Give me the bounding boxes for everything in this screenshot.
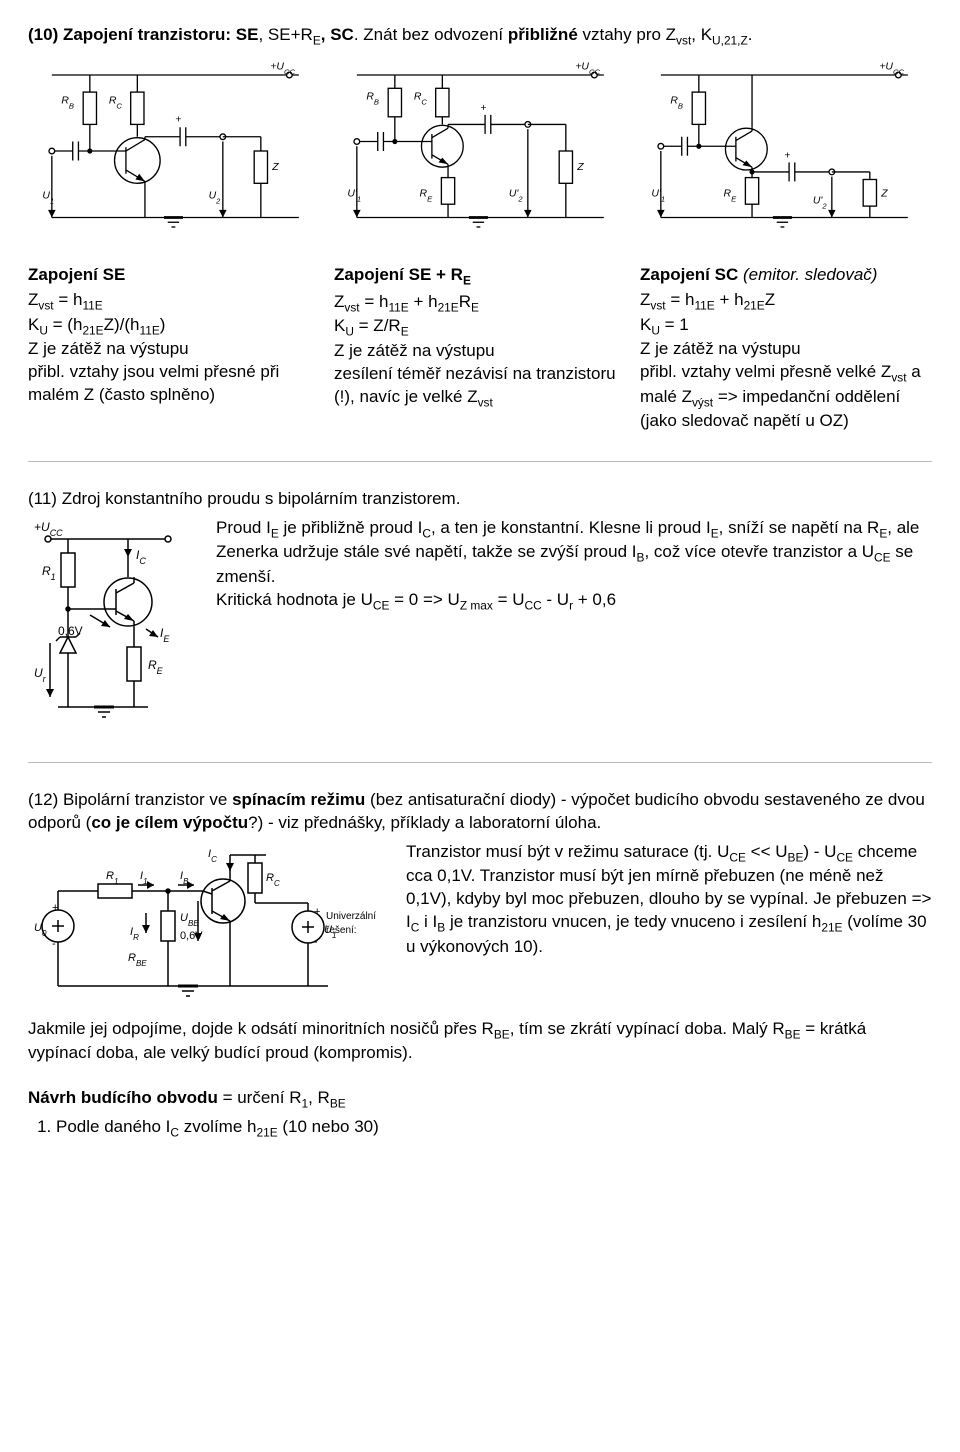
h10-j: . — [748, 25, 753, 44]
svg-text:+UCC: +UCC — [270, 62, 295, 77]
svg-text:R1: R1 — [106, 870, 118, 886]
design-heading: Návrh budícího obvodu = určení R1, RBE — [28, 1087, 932, 1111]
sere-l2: KU = Z/RE — [334, 315, 626, 339]
svg-text:RB: RB — [366, 92, 379, 107]
h10-a: (10) Zapojení tranzistoru: SE — [28, 25, 258, 44]
svg-text:U2: U2 — [209, 191, 222, 206]
svg-text:U'2: U'2 — [813, 196, 828, 211]
h10-g: vst — [676, 33, 691, 47]
svg-text:+: + — [480, 104, 486, 115]
svg-text:RC: RC — [414, 92, 428, 107]
svg-text:RE: RE — [419, 189, 433, 203]
svg-text:0,6V: 0,6V — [180, 930, 203, 942]
svg-text:R1: R1 — [42, 564, 56, 582]
svg-text:Univerzální: Univerzální — [326, 911, 376, 922]
sere-l4: zesílení téměř nezávisí na tranzistoru (… — [334, 363, 626, 410]
circuit-row-10: +UCC RB RC U1 + — [28, 56, 932, 246]
svg-text:+: + — [175, 115, 181, 126]
h10-f: vztahy pro Z — [578, 25, 676, 44]
svg-text:RB: RB — [671, 96, 684, 111]
svg-text:U0: U0 — [34, 922, 47, 938]
heading-10: (10) Zapojení tranzistoru: SE, SE+RE, SC… — [28, 24, 932, 48]
svg-text:U'1: U'1 — [652, 189, 666, 203]
svg-text:-: - — [314, 936, 318, 948]
heading-11: (11) Zdroj konstantního proudu s bipolár… — [28, 488, 932, 511]
h10-c: , SC — [321, 25, 354, 44]
col-se: Zapojení SE Zvst = h11E KU = (h21EZ)/(h1… — [28, 264, 320, 433]
svg-text:IC: IC — [208, 848, 217, 864]
svg-text:+: + — [785, 151, 791, 162]
col-sc: Zapojení SC (emitor. sledovač) Zvst = h1… — [640, 264, 932, 433]
svg-text:-: - — [52, 938, 56, 950]
svg-text:+UCC: +UCC — [880, 62, 905, 77]
svg-text:řešení:: řešení: — [326, 925, 357, 936]
svg-text:RBE: RBE — [128, 952, 147, 968]
svg-text:RC: RC — [109, 96, 123, 111]
col-sere-title: Zapojení SE + RE — [334, 264, 626, 288]
section-11: (11) Zdroj konstantního proudu s bipolár… — [28, 488, 932, 734]
circuit-se: +UCC RB RC U1 + — [28, 56, 323, 246]
circuit-sc: +UCC RB RE U'1 + — [637, 56, 932, 246]
p11-1: Proud IE je přibližně proud IC, a ten je… — [216, 517, 932, 589]
sc-l1: Zvst = h11E + h21EZ — [640, 289, 932, 313]
sere-l1: Zvst = h11E + h21ERE — [334, 291, 626, 315]
svg-text:IE: IE — [160, 626, 170, 644]
col-sere: Zapojení SE + RE Zvst = h11E + h21ERE KU… — [334, 264, 626, 433]
circuit-12: +- U0 R1 I1 IB IR — [28, 841, 388, 1018]
svg-text:UBE: UBE — [180, 912, 199, 928]
svg-text:Z: Z — [576, 162, 584, 173]
h10-h: , K — [691, 25, 712, 44]
svg-text:RB: RB — [61, 96, 74, 111]
divider-2 — [28, 762, 932, 763]
text-11: Proud IE je přibližně proud IC, a ten je… — [216, 517, 932, 613]
h10-b: , SE+R — [258, 25, 312, 44]
divider-1 — [28, 461, 932, 462]
svg-text:U'2: U'2 — [509, 189, 524, 203]
svg-text:RE: RE — [724, 189, 738, 203]
sere-l3: Z je zátěž na výstupu — [334, 340, 626, 363]
svg-text:Z: Z — [881, 189, 889, 200]
col-sc-title: Zapojení SC (emitor. sledovač) — [640, 264, 932, 287]
p12-2: Jakmile jej odpojíme, dojde k odsátí min… — [28, 1018, 932, 1065]
sc-l2: KU = 1 — [640, 314, 932, 338]
svg-text:IC: IC — [136, 548, 146, 566]
h10-i: U,21,Z — [712, 33, 748, 47]
col-se-title: Zapojení SE — [28, 264, 320, 287]
design-list: Podle daného IC zvolíme h21E (10 nebo 30… — [28, 1116, 932, 1140]
se-l1: Zvst = h11E — [28, 289, 320, 313]
text-12: Tranzistor musí být v režimu saturace (t… — [406, 841, 932, 959]
svg-text:U'1: U'1 — [347, 189, 361, 203]
design-li-1: Podle daného IC zvolíme h21E (10 nebo 30… — [56, 1116, 932, 1140]
svg-text:+UCC: +UCC — [575, 62, 600, 77]
sc-l4: přibl. vztahy velmi přesně velké Zvst a … — [640, 361, 932, 433]
circuit-se-re: +UCC RB RC RE U'1 + — [333, 56, 628, 246]
circuit-11: +UCC R1 IC — [28, 517, 198, 734]
h10-e: přibližné — [508, 25, 578, 44]
se-l4: přibl. vztahy jsou velmi přesné při malé… — [28, 361, 320, 407]
columns-10: Zapojení SE Zvst = h11E KU = (h21EZ)/(h1… — [28, 264, 932, 433]
p11-2: Kritická hodnota je UCE = 0 => UZ max = … — [216, 589, 932, 613]
h10-d: . Znát bez odvození — [354, 25, 508, 44]
svg-text:RC: RC — [266, 872, 280, 888]
svg-text:Z: Z — [271, 162, 279, 173]
section-12: (12) Bipolární tranzistor ve spínacím re… — [28, 789, 932, 1140]
svg-text:IR: IR — [130, 926, 139, 942]
svg-text:I1: I1 — [140, 870, 148, 886]
sc-l3: Z je zátěž na výstupu — [640, 338, 932, 361]
svg-text:RE: RE — [148, 658, 164, 676]
heading-12: (12) Bipolární tranzistor ve spínacím re… — [28, 789, 932, 835]
se-l2: KU = (h21EZ)/(h11E) — [28, 314, 320, 338]
svg-text:+: + — [314, 906, 320, 918]
svg-text:0,6V: 0,6V — [58, 624, 83, 638]
svg-text:Ur: Ur — [34, 666, 47, 684]
section-10: (10) Zapojení tranzistoru: SE, SE+RE, SC… — [28, 24, 932, 433]
se-l3: Z je zátěž na výstupu — [28, 338, 320, 361]
